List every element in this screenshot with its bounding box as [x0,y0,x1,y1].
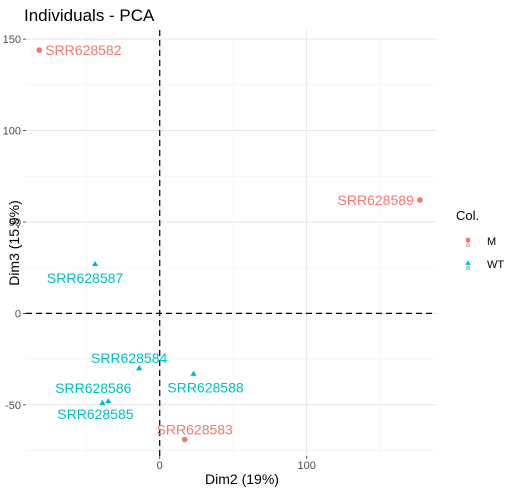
point-label-srr628584: SRR628584 [91,350,167,366]
legend-key-glyph: a [466,263,471,272]
x-tick-label: 0 [157,460,163,472]
point-labels: SRR628582 SRR628589 SRR628583 SRR628587 SRR6… [45,42,414,437]
y-tick-label: 150 [3,34,21,46]
data-point-srr628586 [105,397,112,404]
x-axis-title: Dim2 (19%) [205,471,279,487]
reference-lines [26,30,436,456]
legend-key-wt [465,260,471,265]
legend-key-m [465,237,471,243]
legend: Col. a Ma WT [456,208,504,272]
legend-title: Col. [456,208,479,223]
point-label-srr628587: SRR628587 [47,270,123,286]
point-label-srr628582: SRR628582 [45,42,121,58]
point-label-srr628588: SRR628588 [167,380,243,396]
data-point-srr628582 [36,47,43,53]
data-points [36,47,423,443]
y-tick-label: -50 [5,400,21,412]
data-point-srr628588 [190,370,197,376]
legend-key-glyph: a [466,240,471,249]
y-tick-label: 50 [9,217,21,229]
panel-background [26,30,436,456]
legend-entries: a Ma WT [465,236,504,272]
point-label-srr628589: SRR628589 [338,192,414,208]
y-axis-title: Dim3 (15.9%) [6,200,22,286]
chart-title: Individuals - PCA [24,6,155,25]
point-label-srr628585: SRR628585 [57,406,133,422]
axis-ticks: 0 100 -50 0 50 100 150 [3,34,316,472]
data-point-srr628589 [417,197,423,203]
x-tick-label: 100 [298,460,316,472]
legend-label-m: M [487,236,496,248]
y-tick-label: 0 [15,308,21,320]
data-point-srr628584 [136,365,143,371]
data-point-srr628587 [91,260,99,267]
point-label-srr628583: SRR628583 [157,422,233,438]
y-tick-label: 100 [3,126,21,138]
data-point-srr628583 [181,436,188,443]
legend-label-wt: WT [487,259,504,271]
data-point-srr628585 [99,399,106,406]
point-label-srr628586: SRR628586 [55,380,131,396]
